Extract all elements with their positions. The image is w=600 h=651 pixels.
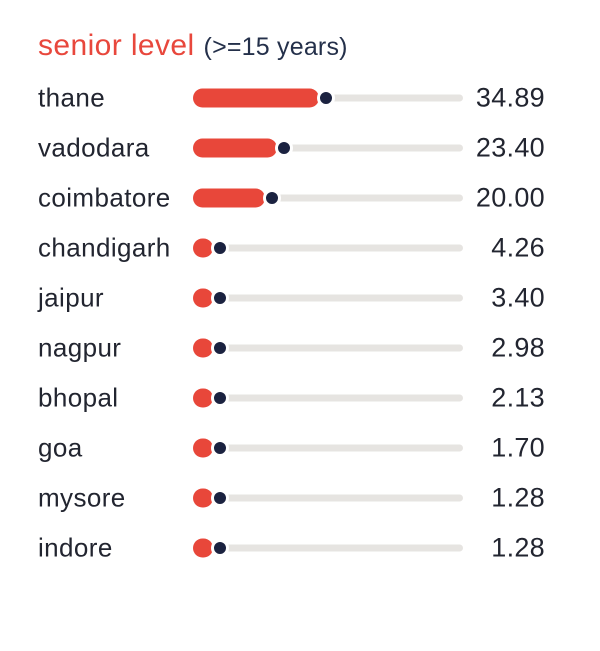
bar-fill — [193, 438, 213, 458]
value-dot-marker — [211, 239, 229, 257]
bar-track — [193, 544, 463, 552]
value-label: 1.70 — [491, 432, 545, 463]
chart-title-qualifier: (>=15 years) — [203, 33, 348, 61]
category-label: coimbatore — [38, 182, 171, 213]
category-label: bhopal — [38, 382, 119, 413]
value-dot-marker — [211, 489, 229, 507]
bar-fill — [193, 288, 213, 308]
category-label: thane — [38, 82, 106, 113]
bar-fill — [193, 338, 213, 358]
value-dot-marker — [316, 89, 335, 107]
value-label: 34.89 — [475, 82, 545, 113]
value-dot-marker — [211, 339, 229, 357]
chart-row: indore 1.28 — [0, 523, 600, 573]
value-dot-marker — [211, 389, 229, 407]
bar-fill — [193, 538, 213, 558]
value-label: 3.40 — [491, 282, 545, 313]
chart-row: thane 34.89 — [0, 73, 600, 123]
bar-track — [193, 244, 463, 252]
chart-title: senior level (>=15 years) — [38, 29, 348, 63]
chart-row: coimbatore 20.00 — [0, 173, 600, 223]
bar-track — [193, 194, 463, 202]
bar-fill — [193, 488, 213, 508]
bar-chart-rows: thane 34.89 vadodara 23.40 coimbatore 20.00 ch… — [0, 73, 600, 573]
bar-track — [193, 344, 463, 352]
chart-row: chandigarh 4.26 — [0, 223, 600, 273]
value-dot-marker — [211, 289, 229, 307]
bar-fill — [193, 88, 319, 108]
value-dot-marker — [211, 439, 229, 457]
value-label: 2.98 — [491, 332, 545, 363]
value-label: 1.28 — [491, 482, 545, 513]
value-dot-marker — [275, 139, 294, 157]
category-label: goa — [38, 432, 83, 463]
bar-fill — [193, 238, 213, 258]
bar-track — [193, 444, 463, 452]
value-dot-marker — [211, 539, 229, 557]
value-dot-marker — [263, 189, 281, 207]
bar-track — [193, 494, 463, 502]
chart-row: goa 1.70 — [0, 423, 600, 473]
chart-row: nagpur 2.98 — [0, 323, 600, 373]
category-label: jaipur — [38, 282, 104, 313]
value-label: 1.28 — [491, 532, 545, 563]
chart-row: mysore 1.28 — [0, 473, 600, 523]
category-label: vadodara — [38, 132, 150, 163]
category-label: chandigarh — [38, 232, 171, 263]
value-label: 20.00 — [475, 182, 545, 213]
category-label: indore — [38, 532, 113, 563]
chart-row: vadodara 23.40 — [0, 123, 600, 173]
bar-track — [193, 294, 463, 302]
chart-row: bhopal 2.13 — [0, 373, 600, 423]
category-label: mysore — [38, 482, 126, 513]
bar-fill — [193, 188, 265, 208]
bar-track — [193, 394, 463, 402]
category-label: nagpur — [38, 332, 122, 363]
bar-fill — [193, 138, 278, 158]
chart-row: jaipur 3.40 — [0, 273, 600, 323]
chart-title-main: senior level — [38, 29, 195, 62]
value-label: 23.40 — [475, 132, 545, 163]
value-label: 2.13 — [491, 382, 545, 413]
value-label: 4.26 — [491, 232, 545, 263]
bar-track — [193, 144, 463, 152]
bar-fill — [193, 388, 213, 408]
